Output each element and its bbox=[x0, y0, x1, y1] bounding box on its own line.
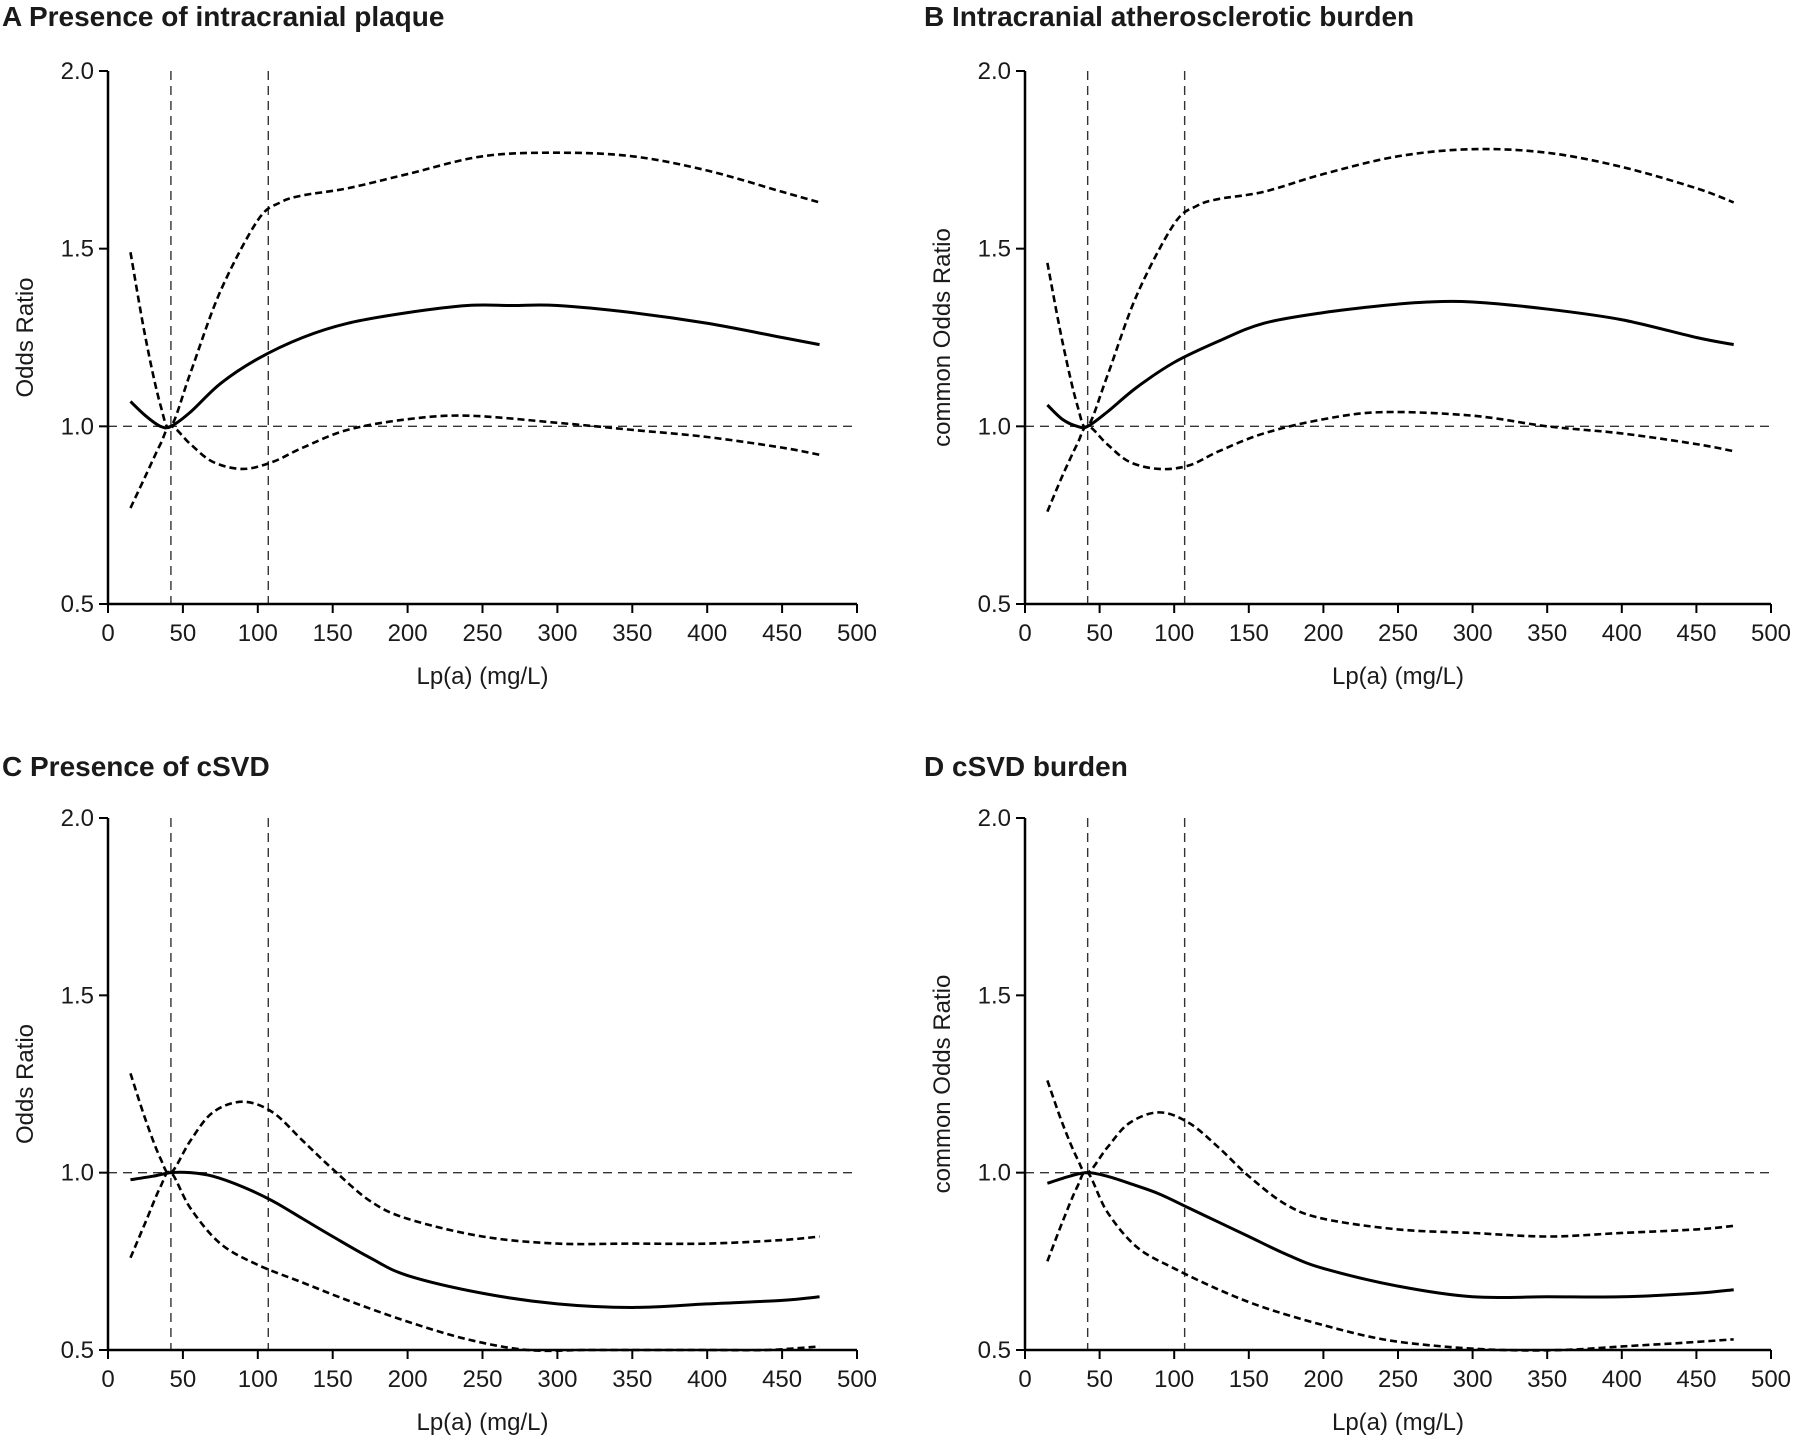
odds-ratio-estimate-line bbox=[1046, 299, 1734, 430]
y-tick-label: 2.0 bbox=[978, 58, 1011, 85]
x-tick-label: 100 bbox=[238, 620, 278, 647]
x-tick-label: 100 bbox=[1154, 620, 1194, 647]
x-tick-label: 500 bbox=[1751, 1366, 1791, 1393]
panel-title: D cSVD burden bbox=[924, 751, 1128, 782]
x-tick-label: 0 bbox=[1018, 1366, 1031, 1393]
x-tick-label: 100 bbox=[1154, 1366, 1194, 1393]
upper-ci-line bbox=[1046, 1080, 1734, 1238]
x-tick-label: 450 bbox=[762, 620, 802, 647]
y-tick-label: 1.0 bbox=[61, 1160, 94, 1187]
x-tick-label: 50 bbox=[1086, 1366, 1113, 1393]
y-tick-label: 0.5 bbox=[61, 1337, 94, 1364]
panel-b: B Intracranial atherosclerotic burden 0.5… bbox=[924, 1, 1791, 690]
x-tick-label: 0 bbox=[101, 620, 114, 647]
upper-ci-line bbox=[129, 1072, 820, 1246]
x-tick-label: 350 bbox=[612, 620, 652, 647]
y-tick-label: 0.5 bbox=[61, 591, 94, 618]
upper-ci-line bbox=[129, 151, 820, 429]
x-tick-label: 400 bbox=[1602, 620, 1642, 647]
x-tick-label: 150 bbox=[313, 1366, 353, 1393]
x-tick-label: 450 bbox=[1676, 1366, 1716, 1393]
y-tick-label: 0.5 bbox=[978, 1337, 1011, 1364]
y-tick-label: 1.0 bbox=[978, 413, 1011, 440]
y-tick-label: 0.5 bbox=[978, 591, 1011, 618]
x-axis-label: Lp(a) (mg/L) bbox=[1332, 1409, 1464, 1436]
y-tick-label: 1.5 bbox=[61, 982, 94, 1009]
x-tick-label: 200 bbox=[388, 620, 428, 647]
panel-title: B Intracranial atherosclerotic burden bbox=[924, 1, 1414, 32]
y-axis-label: Odds Ratio bbox=[12, 1024, 39, 1144]
x-tick-label: 500 bbox=[837, 1366, 877, 1393]
panel-title: C Presence of cSVD bbox=[2, 751, 270, 782]
lower-ci-line bbox=[1046, 1170, 1734, 1352]
x-tick-label: 300 bbox=[1453, 620, 1493, 647]
x-axis-label: Lp(a) (mg/L) bbox=[416, 1409, 548, 1436]
y-tick-label: 1.0 bbox=[61, 413, 94, 440]
y-tick-label: 2.0 bbox=[978, 805, 1011, 832]
y-tick-label: 1.5 bbox=[61, 236, 94, 263]
upper-ci-line bbox=[1046, 147, 1735, 429]
x-tick-label: 250 bbox=[462, 620, 502, 647]
y-tick-label: 1.5 bbox=[978, 982, 1011, 1009]
panel-a: A Presence of intracranial plaque 0.5 1.0 1… bbox=[2, 1, 877, 690]
x-tick-label: 350 bbox=[612, 1366, 652, 1393]
x-tick-label: 0 bbox=[101, 1366, 114, 1393]
x-tick-label: 50 bbox=[170, 1366, 197, 1393]
x-tick-label: 50 bbox=[170, 620, 197, 647]
x-tick-label: 50 bbox=[1086, 620, 1113, 647]
x-tick-label: 150 bbox=[313, 620, 353, 647]
x-tick-label: 450 bbox=[762, 1366, 802, 1393]
x-tick-label: 100 bbox=[238, 1366, 278, 1393]
y-axis-label: common Odds Ratio bbox=[929, 228, 956, 447]
x-tick-label: 250 bbox=[1378, 620, 1418, 647]
x-tick-label: 150 bbox=[1229, 620, 1269, 647]
x-tick-label: 300 bbox=[537, 620, 577, 647]
panel-title: A Presence of intracranial plaque bbox=[2, 1, 444, 32]
x-tick-label: 250 bbox=[462, 1366, 502, 1393]
y-axis-label: common Odds Ratio bbox=[929, 975, 956, 1194]
x-axis-label: Lp(a) (mg/L) bbox=[1332, 663, 1464, 690]
lower-ci-line bbox=[129, 414, 820, 509]
y-tick-label: 2.0 bbox=[61, 805, 94, 832]
x-tick-label: 400 bbox=[687, 1366, 727, 1393]
x-tick-label: 400 bbox=[1602, 1366, 1642, 1393]
x-tick-label: 150 bbox=[1229, 1366, 1269, 1393]
x-tick-label: 250 bbox=[1378, 1366, 1418, 1393]
x-tick-label: 0 bbox=[1018, 620, 1031, 647]
x-tick-label: 200 bbox=[388, 1366, 428, 1393]
lower-ci-line bbox=[129, 1170, 820, 1353]
x-tick-label: 500 bbox=[1751, 620, 1791, 647]
y-tick-label: 1.5 bbox=[978, 236, 1011, 263]
panel-d: D cSVD burden 0.5 1.0 1.5 2.0 0 50 100 150 200 250… bbox=[924, 751, 1791, 1436]
x-tick-label: 400 bbox=[687, 620, 727, 647]
odds-ratio-estimate-line bbox=[1046, 1171, 1734, 1300]
y-axis-label: Odds Ratio bbox=[12, 277, 39, 397]
x-tick-label: 350 bbox=[1527, 620, 1567, 647]
x-tick-label: 300 bbox=[1453, 1366, 1493, 1393]
x-tick-label: 200 bbox=[1303, 1366, 1343, 1393]
y-tick-label: 1.0 bbox=[978, 1160, 1011, 1187]
odds-ratio-estimate-line bbox=[129, 303, 820, 430]
panel-c: C Presence of cSVD 0.5 1.0 1.5 2.0 0 50 100 150 2… bbox=[2, 751, 877, 1436]
x-tick-label: 350 bbox=[1527, 1366, 1567, 1393]
y-tick-label: 2.0 bbox=[61, 58, 94, 85]
x-tick-label: 200 bbox=[1303, 620, 1343, 647]
x-axis-label: Lp(a) (mg/L) bbox=[416, 663, 548, 690]
x-tick-label: 450 bbox=[1676, 620, 1716, 647]
x-tick-label: 300 bbox=[537, 1366, 577, 1393]
x-tick-label: 500 bbox=[837, 620, 877, 647]
odds-ratio-estimate-line bbox=[130, 1170, 820, 1309]
